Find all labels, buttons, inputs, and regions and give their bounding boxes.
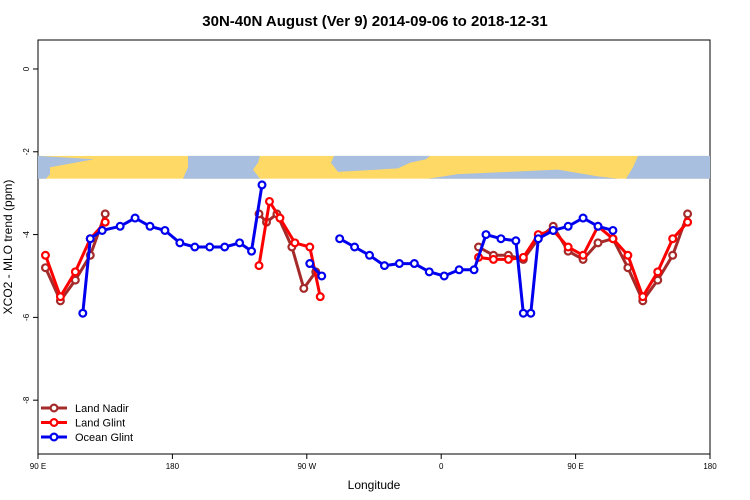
y-tick-label: -2 xyxy=(22,148,31,156)
data-point xyxy=(275,213,285,223)
data-point xyxy=(350,242,360,252)
data-point xyxy=(496,234,506,244)
data-point xyxy=(608,234,618,244)
data-point xyxy=(365,250,375,260)
series-ocean-glint xyxy=(78,180,618,318)
series-line xyxy=(44,213,107,303)
x-axis: 90 E 180 90 W 0 90 E 180 xyxy=(30,454,717,471)
data-point xyxy=(394,259,404,269)
data-point xyxy=(668,250,678,260)
legend-marker xyxy=(49,418,59,428)
data-point xyxy=(454,265,464,275)
data-point xyxy=(130,213,140,223)
legend-marker xyxy=(49,432,59,442)
data-point xyxy=(563,242,573,252)
y-tick-label: -8 xyxy=(22,396,31,404)
data-point xyxy=(653,267,663,277)
data-point xyxy=(578,213,588,223)
data-point xyxy=(115,221,125,231)
x-tick-label: 90 E xyxy=(30,462,46,471)
data-point xyxy=(70,267,80,277)
map-ocean xyxy=(38,155,94,179)
data-point xyxy=(315,292,325,302)
x-tick-label: 90 E xyxy=(567,462,583,471)
data-point xyxy=(526,308,536,318)
data-point xyxy=(638,292,648,302)
map-ocean xyxy=(626,155,710,179)
data-point xyxy=(205,242,215,252)
data-point xyxy=(668,234,678,244)
data-point xyxy=(481,230,491,240)
plot-frame xyxy=(37,39,711,455)
data-point xyxy=(100,209,110,219)
data-point xyxy=(78,308,88,318)
legend-label: Ocean Glint xyxy=(75,432,133,444)
series-line xyxy=(81,184,264,314)
data-point xyxy=(257,180,267,190)
data-point xyxy=(563,221,573,231)
y-tick-label: 0 xyxy=(22,66,31,71)
data-point xyxy=(683,217,693,227)
data-point xyxy=(608,225,618,235)
data-point xyxy=(97,225,107,235)
data-point xyxy=(488,254,498,264)
data-point xyxy=(623,250,633,260)
data-point xyxy=(160,225,170,235)
y-axis: 0 -2 -4 -6 -8 xyxy=(22,66,38,404)
data-point xyxy=(593,238,603,248)
data-point xyxy=(578,250,588,260)
data-point xyxy=(264,196,274,206)
data-point xyxy=(247,246,257,256)
world-map-strip xyxy=(38,155,710,179)
data-point xyxy=(409,259,419,269)
data-point xyxy=(55,292,65,302)
data-point xyxy=(424,267,434,277)
data-point xyxy=(175,238,185,248)
data-point xyxy=(305,242,315,252)
data-point xyxy=(379,261,389,271)
legend-marker xyxy=(49,403,59,413)
map-ocean xyxy=(331,155,430,172)
x-axis-label: Longitude xyxy=(348,478,401,492)
data-point xyxy=(190,242,200,252)
data-point xyxy=(683,209,693,219)
data-point xyxy=(533,234,543,244)
data-point xyxy=(299,283,309,293)
data-point xyxy=(235,238,245,248)
x-tick-label: 90 W xyxy=(297,462,316,471)
data-point xyxy=(593,221,603,231)
data-point xyxy=(518,308,528,318)
data-point xyxy=(439,271,449,281)
x-tick-label: 180 xyxy=(166,462,180,471)
legend: Land Nadir Land Glint Ocean Glint xyxy=(41,403,133,444)
legend-label: Land Nadir xyxy=(75,403,129,415)
data-point xyxy=(503,254,513,264)
y-tick-label: -6 xyxy=(22,313,31,321)
data-point xyxy=(469,265,479,275)
chart-title: 30N-40N August (Ver 9) 2014-09-06 to 201… xyxy=(202,13,547,30)
data-point xyxy=(290,238,300,248)
data-point xyxy=(305,259,315,269)
data-point xyxy=(548,225,558,235)
data-point xyxy=(317,271,327,281)
x-tick-label: 180 xyxy=(703,462,717,471)
data-point xyxy=(100,217,110,227)
data-point xyxy=(40,250,50,260)
map-ocean xyxy=(428,169,618,179)
series-line xyxy=(257,200,322,298)
x-tick-label: 0 xyxy=(439,462,444,471)
y-axis-label: XCO2 - MLO trend (ppm) xyxy=(1,180,15,315)
y-tick-label: -4 xyxy=(22,230,31,238)
data-point xyxy=(85,234,95,244)
data-point xyxy=(254,261,264,271)
data-point xyxy=(335,234,345,244)
data-point xyxy=(145,221,155,231)
legend-label: Land Glint xyxy=(75,418,125,430)
map-ocean xyxy=(183,155,260,179)
data-point xyxy=(220,242,230,252)
data-point xyxy=(518,252,528,262)
series-layer xyxy=(40,180,693,318)
data-point xyxy=(511,236,521,246)
